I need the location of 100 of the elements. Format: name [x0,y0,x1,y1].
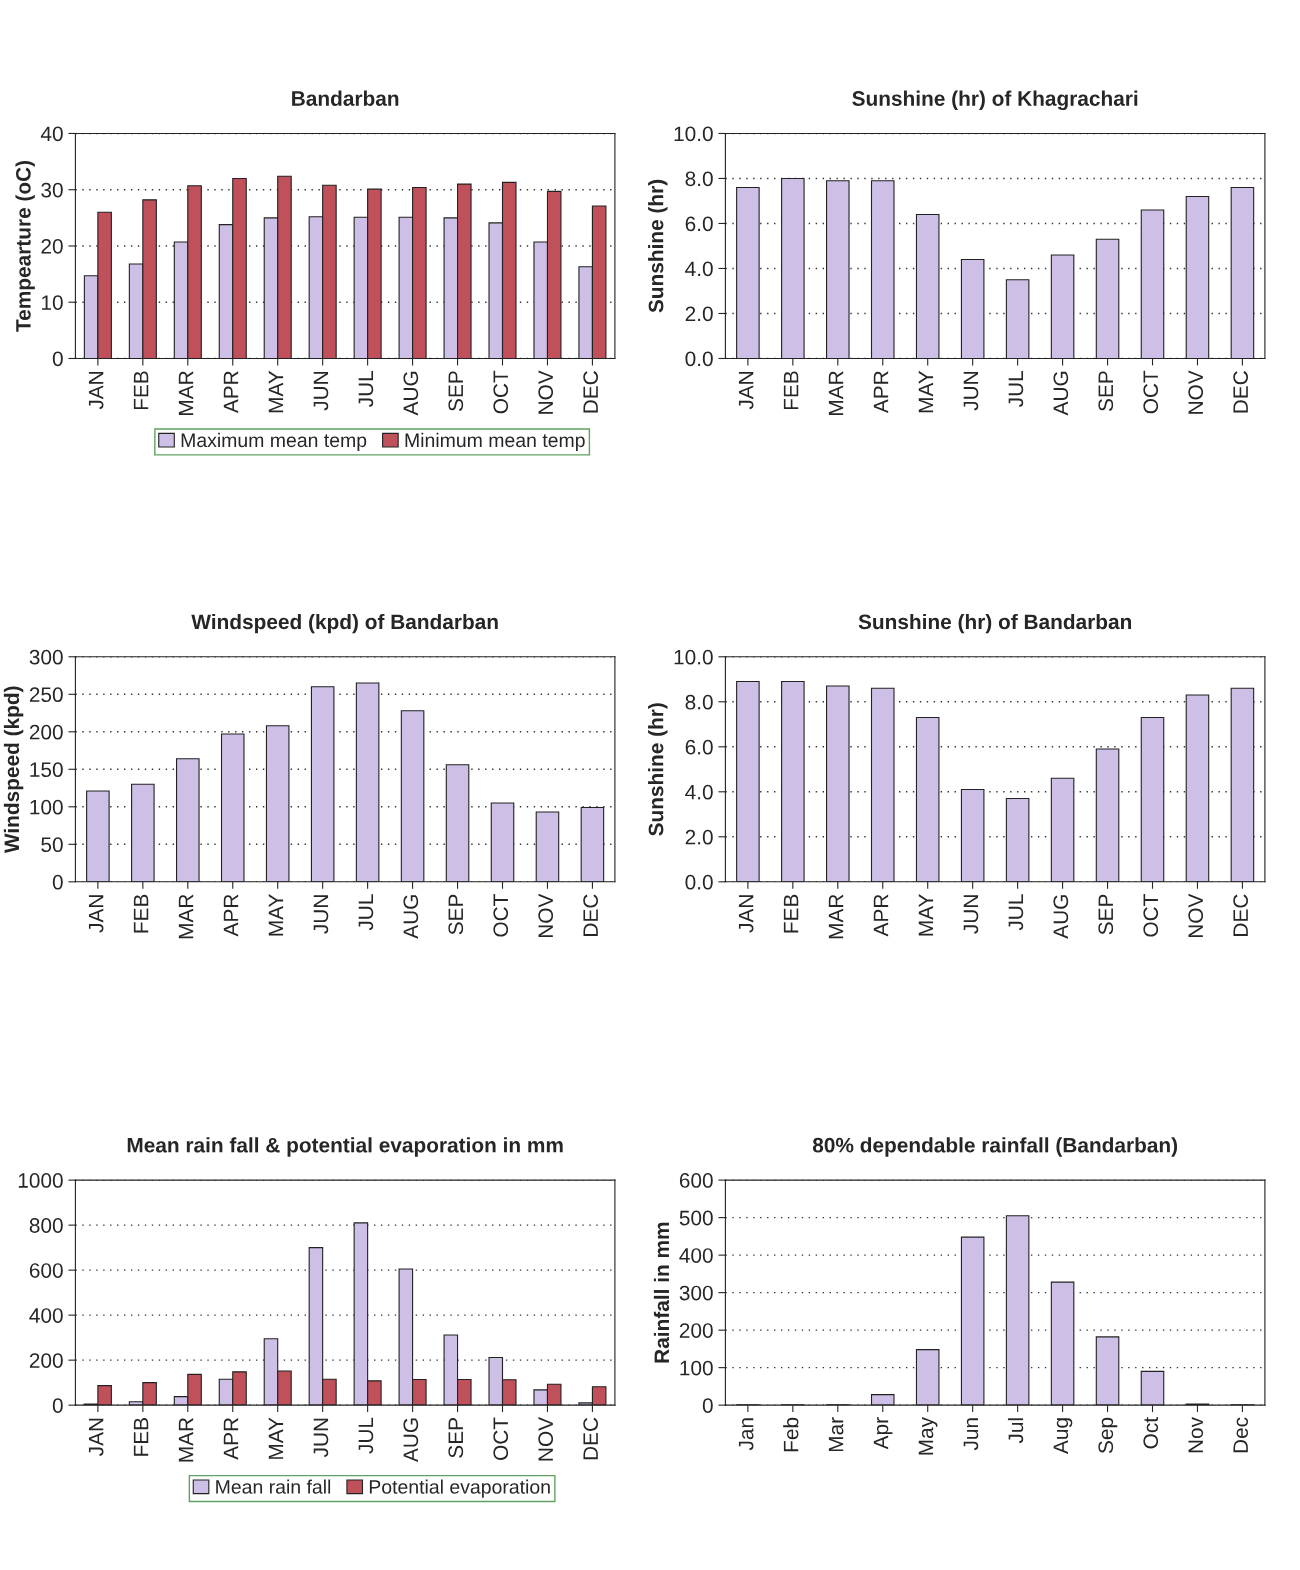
chart-title: Windspeed (kpd) of Bandarban [191,613,498,634]
x-tick-label: SEP [448,1418,464,1458]
y-tick-label: 30 [41,182,63,198]
y-tick-label: 800 [29,1218,63,1233]
x-tick-label: JUL [358,894,374,931]
y-tick-label: 0 [702,1398,713,1413]
legend-label: Maximum mean temp [181,432,367,451]
y-tick-label: 6.0 [685,216,713,232]
chart-title: 80% dependable rainfall (Bandarban) [812,1137,1178,1157]
x-tick-label: SEP [1098,371,1114,412]
x-tick-label: DEC [1233,894,1249,936]
x-tick-label: FEB [133,371,149,410]
y-tick-label: 10.0 [674,649,713,665]
x-tick-label: MAY [918,370,934,413]
y-tick-label: 100 [680,1360,713,1376]
x-tick-label: MAR [178,371,194,415]
x-tick-label: MAR [828,371,844,415]
x-tick-label: Oct [1143,1417,1159,1449]
x-tick-label: DEC [583,371,599,413]
y-tick-label: 20 [41,238,63,254]
x-tick-label: AUG [403,1418,419,1463]
legend-label: Minimum mean temp [405,432,585,451]
chart-title: Sunshine (hr) of Khagrachari [852,90,1138,111]
x-tick-label: DEC [1233,371,1249,413]
x-tick-label: MAR [828,894,844,939]
y-tick-label: 500 [679,1210,713,1226]
x-tick-label: DEC [583,894,599,936]
x-tick-label: SEP [448,894,464,935]
y-tick-label: 1000 [18,1173,63,1188]
x-tick-label: JUN [313,371,329,411]
y-tick-label: 0.0 [685,874,713,890]
y-tick-label: 0 [52,351,63,367]
x-tick-label: NOV [538,370,554,414]
x-tick-label: FEB [133,1418,149,1456]
x-tick-label: FEB [783,894,799,933]
x-tick-label: JAN [88,1418,104,1456]
x-tick-label: MAR [178,1417,194,1462]
y-axis-title: Windspeed (kpd) [3,686,24,854]
y-tick-label: 600 [29,1263,63,1278]
x-tick-label: JAN [88,895,104,933]
x-tick-label: MAY [268,894,284,936]
y-tick-label: 8.0 [685,694,713,710]
x-tick-label: AUG [403,895,419,939]
y-tick-label: 200 [29,1353,63,1368]
y-axis-title: Tempearture (oC) [15,160,35,332]
x-tick-label: OCT [1143,894,1159,937]
y-tick-label: 0 [52,874,63,890]
x-tick-label: JUN [313,895,329,934]
x-tick-label: JUN [963,371,979,411]
x-tick-label: Nov [1188,1417,1204,1453]
y-tick-label: 0.0 [685,351,713,367]
x-tick-label: DEC [583,1417,599,1460]
x-tick-label: OCT [493,894,509,937]
y-tick-label: 100 [30,799,63,815]
x-tick-label: Jul [1007,1418,1024,1444]
x-tick-label: JUL [1008,894,1024,931]
x-tick-label: Dec [1233,1417,1249,1453]
y-axis-title: Rainfall in mm [653,1222,670,1363]
y-tick-label: 200 [29,724,63,740]
x-tick-label: JUN [963,895,979,934]
legend-label: Potential evaporation [369,1479,550,1498]
chart-title: Sunshine (hr) of Bandarban [858,613,1132,634]
x-tick-label: May [918,1416,938,1455]
y-tick-label: 300 [679,1285,713,1301]
x-tick-label: APR [873,894,889,937]
x-tick-label: FEB [783,371,799,410]
y-tick-label: 2.0 [685,306,713,322]
x-tick-label: OCT [1143,370,1159,414]
x-tick-label: Jan [738,1418,754,1451]
y-tick-label: 600 [679,1173,713,1188]
y-tick-label: 50 [41,837,63,853]
y-tick-label: 6.0 [685,739,713,755]
x-tick-label: APR [223,894,239,937]
chart-title: Mean rain fall & potential evaporation in mm [127,1137,563,1157]
y-tick-label: 150 [30,762,63,778]
x-tick-label: Apr [873,1417,893,1450]
x-tick-label: JUL [358,1417,374,1454]
x-tick-label: APR [873,371,889,414]
x-tick-label: JAN [738,371,754,410]
y-tick-label: 200 [679,1323,713,1338]
y-tick-label: 400 [29,1308,63,1323]
x-tick-label: Aug [1053,1418,1073,1454]
x-tick-label: SEP [1098,894,1114,935]
x-tick-label: MAY [268,370,284,413]
x-tick-label: JAN [88,371,104,410]
x-tick-label: NOV [1188,893,1204,938]
legend-label: Mean rain fall [216,1479,331,1494]
x-tick-label: Feb [783,1417,799,1452]
x-tick-label: SEP [448,371,464,412]
x-tick-label: APR [223,1417,239,1460]
x-tick-label: MAY [918,894,934,936]
y-axis-title: Sunshine (hr) [648,703,668,836]
x-tick-label: JAN [738,895,754,933]
x-tick-label: FEB [133,894,149,933]
x-tick-label: MAY [268,1417,284,1459]
x-tick-label: NOV [538,893,554,938]
y-tick-label: 4.0 [685,784,713,800]
y-tick-label: 2.0 [685,829,713,845]
x-tick-label: Jun [963,1418,979,1451]
x-tick-label: AUG [403,371,419,416]
